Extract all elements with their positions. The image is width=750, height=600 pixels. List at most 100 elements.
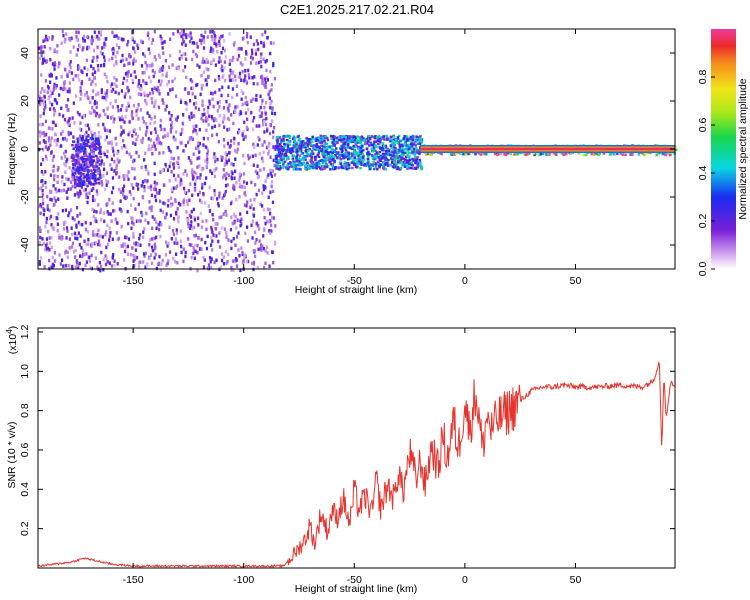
- spectrogram-cell: [252, 163, 255, 167]
- spectrogram-cell: [97, 131, 101, 135]
- spectrogram-cell: [90, 174, 94, 178]
- spectrogram-cell: [179, 239, 182, 244]
- spectrogram-cell: [65, 138, 68, 142]
- spectrogram-cell: [147, 185, 150, 190]
- spectrogram-cell: [410, 149, 414, 152]
- spectrogram-cell: [263, 265, 266, 270]
- spectrogram-cell: [119, 59, 123, 64]
- spectrogram-cell: [377, 138, 380, 141]
- spectrogram-cell: [226, 106, 230, 111]
- spectrogram-cell: [372, 146, 376, 149]
- spectrogram-cell: [616, 152, 619, 156]
- spectrogram-cell: [99, 268, 102, 273]
- spectrogram-cell: [91, 198, 95, 203]
- spectrogram-cell: [133, 176, 136, 181]
- spectrogram-cell: [76, 148, 79, 151]
- spectrogram-cell: [97, 158, 100, 162]
- spectrogram-cell: [277, 164, 280, 168]
- spectrogram-cell: [286, 147, 290, 151]
- spectrogram-cell: [154, 127, 157, 131]
- spectrogram-cell: [233, 141, 236, 145]
- spectrogram-cell: [398, 161, 402, 164]
- spectrogram-cell: [90, 35, 94, 39]
- spectrogram-cell: [234, 256, 238, 261]
- spectrogram-cell: [194, 179, 197, 183]
- spectrogram-cell: [238, 253, 241, 258]
- spectrogram-cell: [188, 117, 191, 122]
- spectrogram-cell: [66, 157, 69, 162]
- spectrogram-cell: [174, 260, 177, 264]
- spectrogram-cell: [99, 155, 102, 159]
- spectrogram-cell: [371, 154, 375, 158]
- spectrogram-cell: [193, 102, 196, 106]
- spectrogram-cell: [317, 145, 320, 149]
- spectrogram-cell: [405, 164, 409, 167]
- spectrogram-cell: [275, 161, 278, 164]
- spectrogram-cell: [302, 145, 305, 149]
- spectrogram-cell: [92, 150, 95, 154]
- spectrogram-cell: [254, 169, 257, 174]
- spectrogram-cell: [189, 31, 192, 35]
- spectrogram-cell: [66, 74, 69, 78]
- spectrogram-cell: [307, 167, 311, 171]
- spectrogram-cell: [274, 159, 278, 163]
- spectrogram-cell: [115, 84, 118, 89]
- spectrogram-cell: [269, 123, 273, 128]
- spectrogram-cell: [109, 84, 113, 89]
- spectrogram-cell: [400, 153, 403, 157]
- spectrogram-cell: [375, 136, 379, 139]
- spectrogram-cell: [259, 105, 262, 110]
- spectrogram-cell: [88, 191, 91, 195]
- spectrogram-cell: [278, 142, 282, 146]
- spectrogram-cell: [57, 188, 61, 193]
- spectrogram-cell: [224, 157, 228, 161]
- spectrogram-cell: [82, 114, 86, 118]
- spectrogram-cell: [160, 223, 163, 227]
- spectrogram-cell: [304, 158, 307, 161]
- spectrogram-cell: [149, 253, 153, 257]
- spectrogram-cell: [188, 213, 191, 218]
- spectrogram-cell: [87, 176, 91, 180]
- spectrogram-cell: [205, 119, 208, 123]
- spectrogram-cell: [228, 32, 231, 36]
- spectrogram-cell: [359, 156, 362, 159]
- spectrogram-cell: [214, 159, 217, 164]
- spectrogram-cell: [198, 164, 201, 168]
- spectrogram-cell: [418, 158, 422, 162]
- spectrogram-cell: [281, 146, 284, 149]
- spectrogram-cell: [373, 136, 377, 140]
- spectrogram-cell: [50, 136, 53, 140]
- spectrogram-cell: [318, 163, 321, 167]
- spectrogram-cell: [244, 231, 247, 236]
- spectrogram-cell: [82, 157, 86, 161]
- spectrogram-cell: [318, 141, 322, 144]
- spectrogram-cell: [302, 141, 305, 145]
- spectrogram-cell: [73, 231, 77, 236]
- spectrogram-cell: [243, 203, 246, 207]
- spectrogram-cell: [210, 114, 213, 119]
- spectrogram-cell: [60, 189, 63, 193]
- spectrogram-cell: [249, 205, 252, 210]
- spectrogram-cell: [196, 175, 199, 180]
- spectrogram-cell: [89, 181, 92, 184]
- spectrogram-cell: [172, 232, 175, 237]
- spectrogram-cell: [182, 68, 185, 73]
- spectrogram-cell: [135, 219, 138, 223]
- spectrogram-cell: [51, 225, 54, 229]
- spectrogram-cell: [111, 237, 114, 241]
- spectrogram-cell: [204, 30, 207, 34]
- spectrogram-cell: [265, 145, 269, 150]
- spectrogram-cell: [254, 241, 257, 245]
- spectrogram-xlabel: Height of straight line (km): [295, 284, 418, 296]
- spectrogram-cell: [287, 162, 290, 166]
- spectrogram-cell: [106, 210, 109, 214]
- spectrogram-cell: [100, 180, 103, 184]
- spectrogram-cell: [158, 79, 161, 83]
- spectrogram-cell: [79, 182, 83, 186]
- spectrogram-cell: [196, 268, 199, 273]
- spectrogram-cell: [169, 150, 173, 154]
- spectrogram-cell: [161, 64, 165, 69]
- spectrogram-cell: [38, 46, 41, 51]
- spectrogram-cell: [126, 252, 130, 256]
- spectrogram-cell: [269, 231, 272, 235]
